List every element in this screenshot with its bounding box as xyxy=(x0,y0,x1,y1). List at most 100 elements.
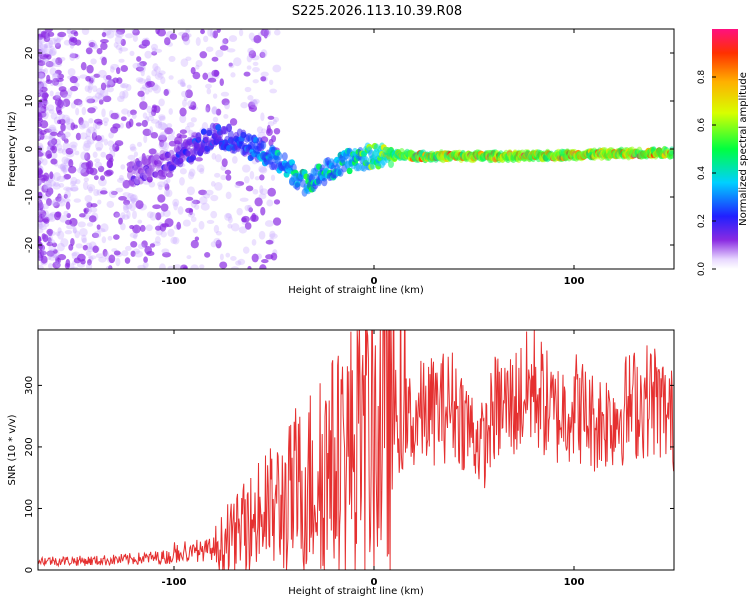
spectrogram-noise-cell xyxy=(157,119,162,126)
spectrogram-noise-cell xyxy=(235,260,242,266)
x-tick-label: 0 xyxy=(371,276,378,287)
spectrogram-noise-cell xyxy=(85,135,92,141)
spectrogram-noise-cell xyxy=(213,224,220,234)
spectrogram-noise-cell xyxy=(98,99,104,105)
spectrogram-noise-cell xyxy=(244,86,252,93)
spectrogram-noise-cell xyxy=(51,58,59,64)
spectrogram-noise-cell xyxy=(125,203,133,210)
spectrogram-noise-cell xyxy=(95,253,105,259)
spectrogram-noise-cell xyxy=(41,91,49,101)
spectrogram-noise-cell xyxy=(140,69,145,77)
spectrogram-noise-cell xyxy=(127,154,136,161)
spectrogram-noise-cell xyxy=(38,84,41,90)
spectrogram-noise-cell xyxy=(38,39,43,47)
spectrogram-noise-cell xyxy=(66,213,71,219)
spectrogram-noise-cell xyxy=(74,230,80,239)
spectrogram-noise-cell xyxy=(38,200,44,209)
spectrogram-cells xyxy=(38,29,674,269)
spectrogram-noise-cell xyxy=(129,50,135,57)
spectrogram-noise-cell xyxy=(180,78,186,87)
spectrogram-noise-cell xyxy=(215,108,222,116)
spectrogram-noise-cell xyxy=(179,129,187,135)
spectrogram-noise-cell xyxy=(177,79,184,85)
spectrogram-noise-cell xyxy=(93,231,102,238)
spectrogram-noise-cell xyxy=(41,249,47,257)
spectrogram-noise-cell xyxy=(124,245,132,251)
spectrogram-noise-cell xyxy=(57,227,62,234)
spectrogram-noise-cell xyxy=(39,225,47,230)
spectrogram-noise-cell xyxy=(157,181,166,188)
spectrogram-noise-cell xyxy=(62,98,71,107)
spectrogram-noise-cell xyxy=(38,84,43,93)
spectrogram-noise-cell xyxy=(132,34,138,42)
spectrogram-noise-cell xyxy=(230,72,236,78)
spectrogram-noise-cell xyxy=(180,58,189,67)
spectrogram-noise-cell xyxy=(61,133,66,142)
spectrogram-noise-cell xyxy=(48,39,54,49)
spectrogram-noise-cell xyxy=(215,239,222,249)
spectrogram-noise-cell xyxy=(237,258,246,266)
spectrogram-noise-cell xyxy=(192,71,201,80)
spectrogram-noise-cell xyxy=(261,128,267,134)
colorbar-tick-label: 0.0 xyxy=(697,262,707,277)
spectrogram-noise-cell xyxy=(130,250,136,257)
spectrogram-noise-cell xyxy=(106,200,115,208)
spectrogram-noise-cell xyxy=(49,171,54,180)
spectrogram-noise-cell xyxy=(212,93,218,99)
spectrogram-ridge-cell xyxy=(276,151,283,161)
spectrogram-noise-cell xyxy=(38,264,45,269)
spectrogram-noise-cell xyxy=(108,132,114,139)
spectrogram-noise-cell xyxy=(212,116,219,123)
spectrogram-noise-cell xyxy=(69,52,76,58)
spectrogram-noise-cell xyxy=(69,36,75,43)
spectrogram-noise-cell xyxy=(51,72,60,81)
spectrogram-noise-cell xyxy=(69,53,79,59)
spectrogram-noise-cell xyxy=(38,72,44,78)
spectrogram-noise-cell xyxy=(49,90,54,97)
spectrogram-noise-cell xyxy=(118,47,123,54)
spectrogram-noise-cell xyxy=(88,118,94,124)
spectrogram-noise-cell xyxy=(230,256,237,261)
spectrogram-noise-cell xyxy=(129,202,136,212)
spectrogram-noise-cell xyxy=(38,117,43,123)
spectrogram-noise-cell xyxy=(100,151,107,158)
spectrogram-noise-cell xyxy=(75,179,81,185)
spectrogram-noise-cell xyxy=(38,253,41,261)
spectrogram-noise-cell xyxy=(38,71,46,79)
spectrogram-noise-cell xyxy=(221,38,227,47)
spectrogram-noise-cell xyxy=(196,164,205,173)
spectrogram-noise-cell xyxy=(101,236,107,244)
spectrogram-noise-cell xyxy=(54,42,61,50)
spectrogram-noise-cell xyxy=(82,181,89,191)
chart-title: S225.2026.113.10.39.R08 xyxy=(292,4,462,19)
spectrogram-noise-cell xyxy=(63,210,69,217)
spectrogram-noise-cell xyxy=(100,82,107,91)
spectrogram-noise-cell xyxy=(206,88,212,95)
y-tick-label: 20 xyxy=(24,47,35,60)
spectrogram-noise-cell xyxy=(126,109,131,117)
spectrogram-noise-cell xyxy=(100,175,105,181)
spectrogram-noise-cell xyxy=(177,206,184,215)
spectrogram-noise-cell xyxy=(203,193,211,199)
spectrogram-noise-cell xyxy=(211,105,218,115)
spectrogram-noise-cell xyxy=(42,183,48,190)
y-tick-label: 0 xyxy=(24,146,35,152)
spectrogram-noise-cell xyxy=(188,129,194,137)
spectrogram-noise-cell xyxy=(187,211,196,218)
spectrogram-noise-cell xyxy=(86,206,92,215)
spectrogram-noise-cell xyxy=(57,197,66,207)
spectrogram-noise-cell xyxy=(195,37,201,46)
y-tick-label: 0 xyxy=(24,567,35,573)
spectrogram-noise-cell xyxy=(150,119,160,124)
spectrogram-noise-cell xyxy=(190,264,199,269)
spectrogram-noise-cell xyxy=(77,221,86,228)
spectrogram-noise-cell xyxy=(180,81,186,88)
spectrogram-noise-cell xyxy=(116,77,123,85)
spectrogram-noise-cell xyxy=(115,187,124,193)
spectrogram-noise-cell xyxy=(85,95,94,104)
spectrogram-noise-cell xyxy=(55,77,64,82)
spectrogram-noise-cell xyxy=(185,56,192,61)
spectrogram-noise-cell xyxy=(254,176,260,181)
spectrogram-noise-cell xyxy=(146,115,155,122)
spectrogram-noise-cell xyxy=(91,232,100,239)
